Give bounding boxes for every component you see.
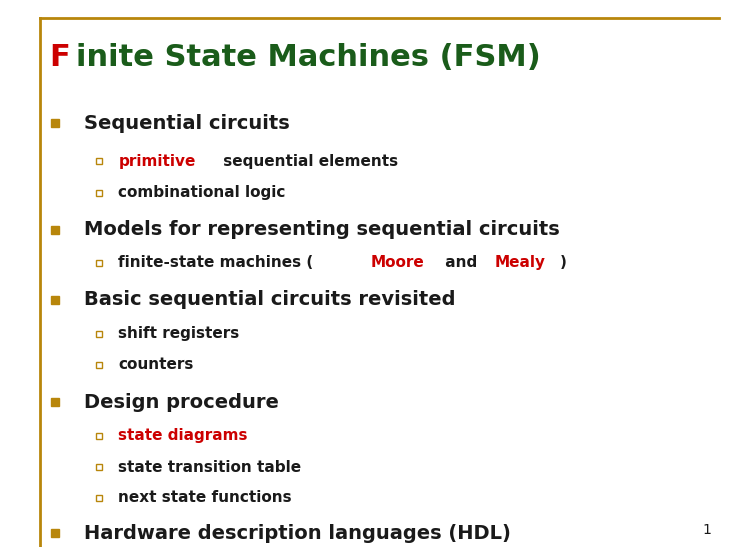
Text: Mealy: Mealy [494, 255, 545, 270]
Text: Models for representing sequential circuits: Models for representing sequential circu… [84, 220, 560, 239]
Text: finite-state machines (: finite-state machines ( [118, 255, 313, 270]
Text: 1: 1 [703, 523, 712, 537]
Text: counters: counters [118, 357, 193, 373]
Text: combinational logic: combinational logic [118, 185, 285, 200]
Text: Design procedure: Design procedure [84, 393, 279, 411]
Text: next state functions: next state functions [118, 490, 292, 505]
Text: ): ) [560, 255, 567, 270]
Text: state diagrams: state diagrams [118, 428, 247, 444]
Text: inite State Machines (FSM): inite State Machines (FSM) [77, 43, 541, 72]
Text: Moore: Moore [370, 255, 424, 270]
Text: Hardware description languages (HDL): Hardware description languages (HDL) [84, 524, 511, 543]
Text: and: and [439, 255, 482, 270]
Text: sequential elements: sequential elements [218, 154, 399, 169]
Text: shift registers: shift registers [118, 326, 239, 341]
Text: F: F [50, 43, 70, 72]
Text: primitive: primitive [118, 154, 196, 169]
Text: Sequential circuits: Sequential circuits [84, 114, 290, 132]
Text: Basic sequential circuits revisited: Basic sequential circuits revisited [84, 290, 456, 309]
Text: state transition table: state transition table [118, 459, 301, 475]
